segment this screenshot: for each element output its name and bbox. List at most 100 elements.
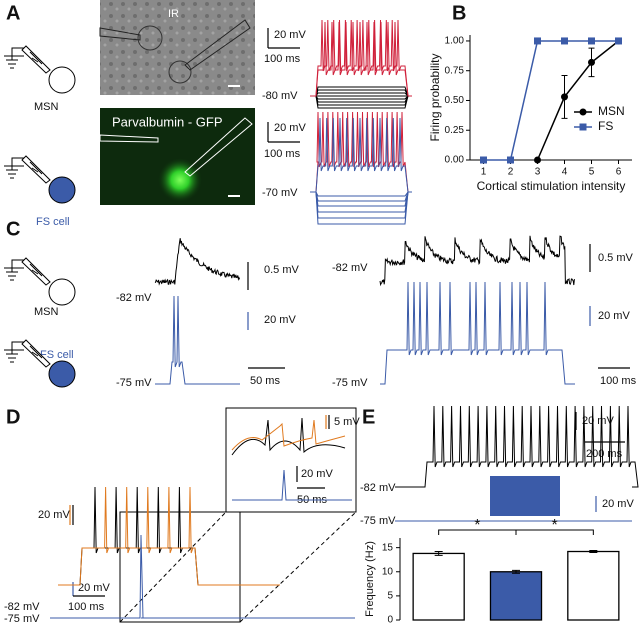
y-tick-label: 5	[387, 591, 393, 602]
axis	[469, 35, 632, 161]
cell-label: FS cell	[40, 349, 74, 361]
electrode	[99, 117, 253, 177]
panel-label: D	[6, 406, 20, 428]
burst	[490, 476, 560, 516]
scale-label: 20 mV	[264, 314, 296, 326]
wire	[4, 157, 24, 179]
point	[588, 37, 595, 45]
panel-label: C	[6, 218, 20, 240]
resting-label: -75 mV	[116, 377, 152, 389]
scale-label: 20 mV	[38, 509, 70, 521]
x-tick-label: 6	[616, 167, 622, 178]
trace	[310, 191, 412, 225]
scale-label: 50 ms	[250, 375, 280, 387]
cell-label: FS cell	[36, 216, 70, 228]
y-tick-label: 0.00	[445, 155, 465, 166]
image-label: Parvalbumin - GFP	[112, 114, 223, 129]
legend-marker	[579, 108, 587, 116]
scale-label: 20 mV	[582, 415, 614, 427]
electrode	[21, 155, 51, 184]
trace	[310, 191, 412, 207]
series-line	[536, 40, 619, 161]
resting-label: -75 mV	[4, 613, 40, 625]
y-tick-label: 0.75	[445, 65, 465, 76]
scale-label: 100 ms	[264, 148, 301, 160]
scale-label: 20 mV	[301, 468, 333, 480]
y-tick-label: 0	[387, 615, 393, 626]
x-axis-label: Cortical stimulation intensity	[477, 179, 626, 193]
wire	[4, 341, 24, 363]
image-label: IR	[168, 8, 179, 20]
trace	[58, 486, 280, 586]
bar	[489, 571, 543, 621]
inset-box	[225, 407, 357, 513]
trace	[310, 191, 412, 213]
y-tick-label: 0.25	[445, 125, 465, 136]
y-tick-label: 10	[382, 566, 394, 577]
cell-diagram	[4, 45, 76, 94]
scale-label: 20 mV	[602, 498, 634, 510]
resting-label: -82 mV	[332, 262, 368, 274]
point	[561, 93, 568, 101]
scale-label: 5 mV	[334, 416, 360, 428]
trace	[231, 419, 346, 451]
y-tick-label: 15	[382, 542, 394, 553]
resting-label: -82 mV	[360, 482, 396, 494]
scale-label: 20 mV	[274, 122, 306, 134]
trace	[50, 534, 355, 619]
y-tick-label: 1.00	[445, 36, 465, 47]
scale-label: 100 ms	[600, 375, 637, 387]
panel-label: A	[6, 2, 20, 24]
point	[507, 156, 514, 164]
trace	[380, 281, 575, 385]
soma	[48, 176, 76, 204]
trace	[310, 117, 412, 193]
scale-label: 20 mV	[598, 310, 630, 322]
trace	[310, 191, 412, 197]
y-tick-label: 0.50	[445, 95, 465, 106]
electrode	[21, 45, 51, 74]
error-bar	[512, 569, 520, 574]
error-bar	[434, 551, 443, 556]
panel-label: B	[452, 2, 466, 24]
x-tick-label: 2	[508, 167, 514, 178]
scale-label: 200 ms	[586, 448, 623, 460]
wire	[4, 259, 24, 281]
resting-label: -80 mV	[262, 90, 298, 102]
y-axis-label: Frequency (Hz)	[364, 541, 376, 617]
cell-diagram	[4, 339, 76, 388]
cell-outline	[168, 60, 192, 84]
x-tick-label: 3	[535, 167, 541, 178]
x-tick-label: 1	[481, 167, 487, 178]
resting-label: -82 mV	[4, 601, 40, 613]
bar	[567, 550, 620, 621]
resting-label: -70 mV	[262, 187, 298, 199]
cell-diagram	[4, 155, 76, 204]
soma	[48, 360, 76, 388]
cell-label: MSN	[34, 306, 59, 318]
trace	[58, 486, 280, 586]
resting-label: -82 mV	[116, 292, 152, 304]
trace	[310, 21, 412, 97]
cell-diagram	[4, 257, 76, 306]
point	[588, 58, 595, 66]
legend-marker	[579, 123, 587, 131]
scale-label: 100 ms	[68, 601, 105, 613]
trace	[232, 469, 352, 501]
soma	[48, 278, 76, 306]
x-tick-label: 5	[589, 167, 595, 178]
soma	[48, 66, 76, 94]
scale-label: 100 ms	[264, 53, 301, 65]
electrode	[99, 19, 251, 71]
scale-label: 0.5 mV	[598, 252, 634, 264]
trace	[310, 95, 412, 106]
bar	[412, 552, 465, 621]
scale-label: 20 mV	[78, 582, 110, 594]
point	[534, 156, 541, 164]
point	[561, 37, 568, 45]
zoom-line	[119, 511, 357, 623]
significance-label: *	[474, 517, 480, 534]
trace	[154, 238, 241, 286]
x-tick-label: 4	[562, 167, 568, 178]
